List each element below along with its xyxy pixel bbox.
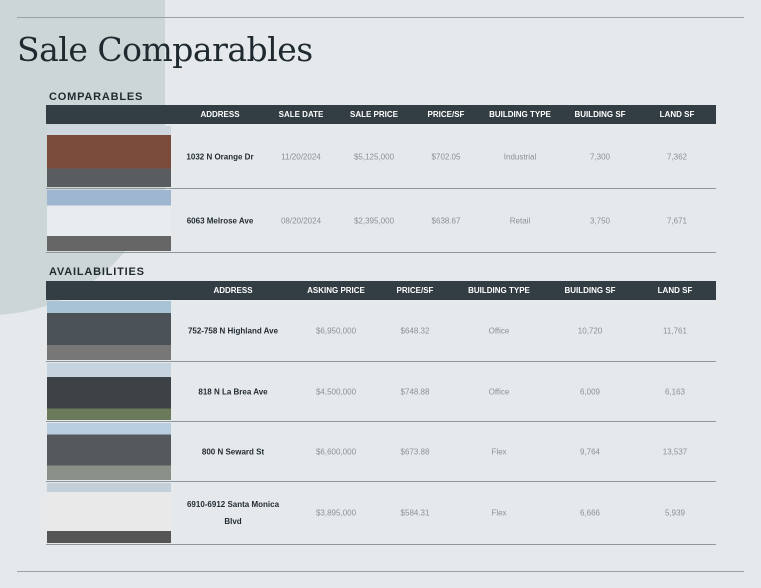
- column-header: PRICE/SF: [396, 286, 434, 295]
- property-photo: [47, 126, 171, 187]
- column-header: BUILDING SF: [574, 110, 626, 119]
- cell-value: 11/20/2024: [281, 152, 321, 161]
- cell-value: Flex: [491, 447, 507, 456]
- cell-value: 6,163: [664, 387, 686, 396]
- cell-value: $3,895,000: [315, 508, 357, 518]
- column-header: SALE PRICE: [349, 110, 399, 119]
- cell-value: 13,537: [662, 447, 688, 456]
- cell-value: 5,939: [664, 508, 686, 518]
- page-title: Sale Comparables: [17, 30, 313, 69]
- column-header: LAND SF: [657, 286, 693, 295]
- cell-value: $6,950,000: [315, 326, 357, 335]
- property-photo: [47, 190, 171, 251]
- column-header: BUILDING TYPE: [489, 110, 551, 119]
- table-row: 6063 Melrose Ave 08/20/2024 $2,395,000 $638…: [46, 189, 716, 253]
- column-header: SALE DATE: [278, 110, 324, 119]
- property-address: 818 N La Brea Ave: [198, 387, 268, 396]
- cell-value: $584.31: [400, 508, 430, 518]
- table-row: 818 N La Brea Ave $4,500,000 $748.88 Office…: [46, 362, 716, 422]
- cell-value: 6,666: [579, 508, 601, 518]
- table-row: 752-758 N Highland Ave $6,950,000 $648.32 O…: [46, 300, 716, 362]
- cell-value: Retail: [509, 216, 531, 225]
- cell-value: 7,300: [589, 152, 611, 161]
- cell-value: $702.05: [431, 152, 461, 161]
- property-photo: [47, 423, 171, 480]
- table-row: 6910-6912 Santa Monica Blvd $3,895,000 $58…: [46, 482, 716, 545]
- cell-value: $638.67: [431, 216, 461, 225]
- top-rule: [17, 17, 744, 18]
- cell-value: Office: [488, 326, 510, 335]
- cell-value: 7,671: [666, 216, 688, 225]
- cell-value: $748.88: [400, 387, 430, 396]
- cell-value: $2,395,000: [353, 216, 395, 225]
- cell-value: $5,125,000: [353, 152, 395, 161]
- availabilities-heading: AVAILABILITIES: [49, 266, 145, 278]
- cell-value: Industrial: [503, 152, 537, 161]
- column-header: LAND SF: [659, 110, 695, 119]
- column-header: BUILDING SF: [564, 286, 616, 295]
- cell-value: 7,362: [666, 152, 688, 161]
- cell-value: 9,764: [579, 447, 601, 456]
- cell-value: 10,720: [577, 326, 603, 335]
- cell-value: Office: [488, 387, 510, 396]
- comparables-header: ADDRESS SALE DATE SALE PRICE PRICE/SF BUILDI…: [46, 105, 716, 124]
- bottom-rule: [17, 571, 744, 572]
- column-header: ADDRESS: [213, 286, 253, 295]
- property-photo: [47, 363, 171, 420]
- cell-value: 6,009: [579, 387, 601, 396]
- property-address: 6063 Melrose Ave: [186, 216, 254, 225]
- column-header: BUILDING TYPE: [468, 286, 530, 295]
- cell-value: $648.32: [400, 326, 430, 335]
- column-header: PRICE/SF: [427, 110, 465, 119]
- cell-value: 11,761: [663, 326, 687, 335]
- property-address: 800 N Seward St: [201, 447, 265, 456]
- table-row: 800 N Seward St $6,600,000 $673.88 Flex 9,76…: [46, 422, 716, 482]
- availabilities-header: ADDRESS ASKING PRICE PRICE/SF BUILDING TYPE…: [46, 281, 716, 300]
- column-header: ADDRESS: [200, 110, 240, 119]
- property-address: 1032 N Orange Dr: [186, 152, 254, 161]
- property-photo: [47, 301, 171, 360]
- cell-value: Flex: [491, 508, 507, 518]
- property-address: 6910-6912 Santa Monica Blvd: [186, 500, 280, 526]
- cell-value: 3,750: [589, 216, 611, 225]
- column-header: ASKING PRICE: [307, 286, 365, 295]
- property-photo: [47, 483, 171, 543]
- cell-value: $673.88: [400, 447, 430, 456]
- cell-value: $4,500,000: [315, 387, 357, 396]
- cell-value: 08/20/2024: [280, 216, 322, 225]
- property-address: 752-758 N Highland Ave: [187, 326, 279, 335]
- table-row: 1032 N Orange Dr 11/20/2024 $5,125,000 $702…: [46, 125, 716, 189]
- cell-value: $6,600,000: [315, 447, 357, 456]
- comparables-heading: COMPARABLES: [49, 91, 144, 103]
